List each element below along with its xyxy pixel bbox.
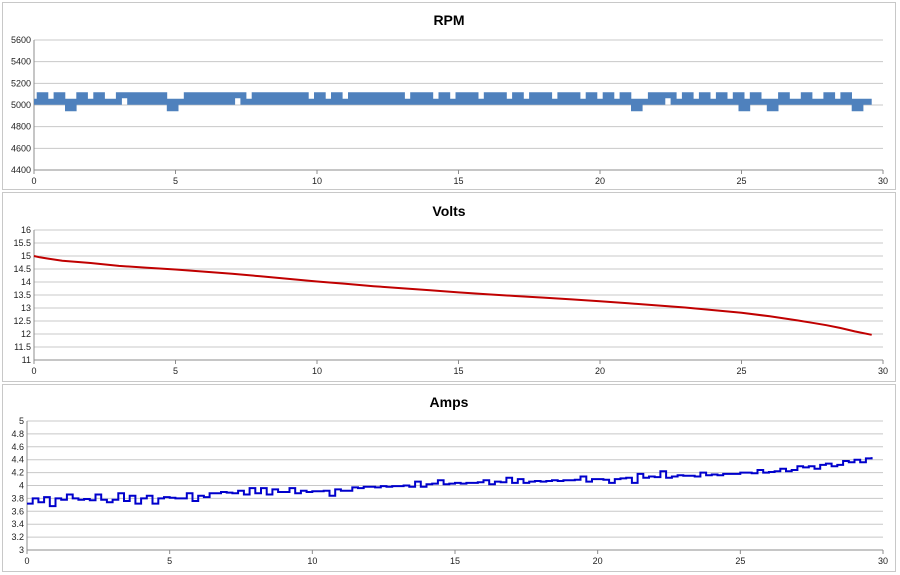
volts-y-tick-label: 16 bbox=[21, 225, 31, 235]
volts-y-tick-label: 12 bbox=[21, 329, 31, 339]
volts-y-tick-label: 11 bbox=[22, 355, 31, 365]
amps-x-tick-label: 30 bbox=[878, 556, 888, 566]
volts-chart: Volts 11 11.5 12 12.5 13 13.5 14 14.5 15 15.5 16 0 5 1… bbox=[13, 203, 888, 376]
rpm-y-tick-label: 4600 bbox=[11, 143, 31, 153]
rpm-x-tick-label: 10 bbox=[312, 176, 322, 186]
amps-x-tick-label: 20 bbox=[593, 556, 603, 566]
amps-y-tick-label: 3.6 bbox=[11, 506, 24, 516]
amps-chart-title: Amps bbox=[430, 394, 469, 410]
rpm-y-tick-label: 5200 bbox=[11, 78, 31, 88]
volts-x-tick-label: 0 bbox=[31, 366, 36, 376]
amps-chart: Amps 3 3.2 3.4 3.6 3.8 4 4.2 4.4 4.6 4.8 5 0 5 10 15 20 2… bbox=[11, 394, 888, 566]
amps-x-tick-label: 10 bbox=[307, 556, 317, 566]
amps-y-tick-label: 3 bbox=[19, 545, 24, 555]
volts-chart-panel: Volts 11 11.5 12 12.5 13 13.5 14 14.5 15 15.5 16 0 5 1… bbox=[2, 192, 896, 382]
volts-y-tick-label: 13.5 bbox=[13, 290, 31, 300]
rpm-chart: RPM 4400 4600 4800 5000 5200 5400 5600 0 5 10 15 20 2… bbox=[11, 12, 888, 186]
volts-y-tick-label: 14 bbox=[21, 277, 31, 287]
volts-chart-title: Volts bbox=[432, 203, 465, 219]
amps-x-tick-label: 15 bbox=[450, 556, 460, 566]
amps-y-tick-label: 3.4 bbox=[11, 519, 24, 529]
amps-y-tick-label: 4.2 bbox=[11, 468, 24, 478]
amps-x-tick-label: 25 bbox=[735, 556, 745, 566]
amps-y-tick-label: 3.8 bbox=[11, 493, 24, 503]
volts-y-tick-label: 13 bbox=[21, 303, 31, 313]
volts-x-tick-label: 10 bbox=[312, 366, 322, 376]
rpm-y-tick-label: 5000 bbox=[11, 100, 31, 110]
rpm-x-tick-label: 30 bbox=[878, 176, 888, 186]
amps-y-tick-label: 4.4 bbox=[11, 455, 24, 465]
rpm-chart-title: RPM bbox=[433, 12, 464, 28]
volts-x-tick-label: 5 bbox=[173, 366, 178, 376]
rpm-series-line bbox=[34, 92, 872, 112]
volts-x-tick-label: 25 bbox=[736, 366, 746, 376]
volts-y-tick-label: 11.5 bbox=[14, 342, 31, 352]
rpm-x-tick-label: 25 bbox=[736, 176, 746, 186]
rpm-y-tick-label: 5400 bbox=[11, 57, 31, 67]
amps-y-tick-label: 3.2 bbox=[11, 532, 24, 542]
volts-series-line bbox=[33, 255, 872, 336]
amps-series-line bbox=[27, 457, 873, 508]
volts-y-tick-label: 12.5 bbox=[13, 316, 31, 326]
rpm-x-tick-label: 15 bbox=[453, 176, 463, 186]
volts-y-tick-label: 14.5 bbox=[13, 264, 31, 274]
volts-y-tick-label: 15.5 bbox=[13, 238, 31, 248]
volts-x-tick-label: 30 bbox=[878, 366, 888, 376]
amps-y-tick-label: 4 bbox=[19, 481, 24, 491]
rpm-x-tick-label: 5 bbox=[173, 176, 178, 186]
amps-x-tick-label: 0 bbox=[24, 556, 29, 566]
amps-x-tick-label: 5 bbox=[167, 556, 172, 566]
volts-x-tick-label: 20 bbox=[595, 366, 605, 376]
rpm-y-tick-label: 4800 bbox=[11, 122, 31, 132]
rpm-x-tick-label: 20 bbox=[595, 176, 605, 186]
amps-y-tick-label: 4.8 bbox=[11, 429, 24, 439]
amps-chart-panel: Amps 3 3.2 3.4 3.6 3.8 4 4.2 4.4 4.6 4.8 5 0 5 10 15 20 2… bbox=[2, 384, 896, 572]
amps-y-tick-label: 5 bbox=[19, 416, 24, 426]
rpm-y-tick-label: 4400 bbox=[11, 165, 31, 175]
volts-y-tick-label: 15 bbox=[21, 251, 31, 261]
rpm-y-tick-label: 5600 bbox=[11, 35, 31, 45]
volts-x-tick-label: 15 bbox=[453, 366, 463, 376]
amps-y-tick-label: 4.6 bbox=[11, 442, 24, 452]
rpm-x-tick-label: 0 bbox=[31, 176, 36, 186]
rpm-chart-panel: RPM 4400 4600 4800 5000 5200 5400 5600 0 5 10 15 20 2… bbox=[2, 2, 896, 190]
